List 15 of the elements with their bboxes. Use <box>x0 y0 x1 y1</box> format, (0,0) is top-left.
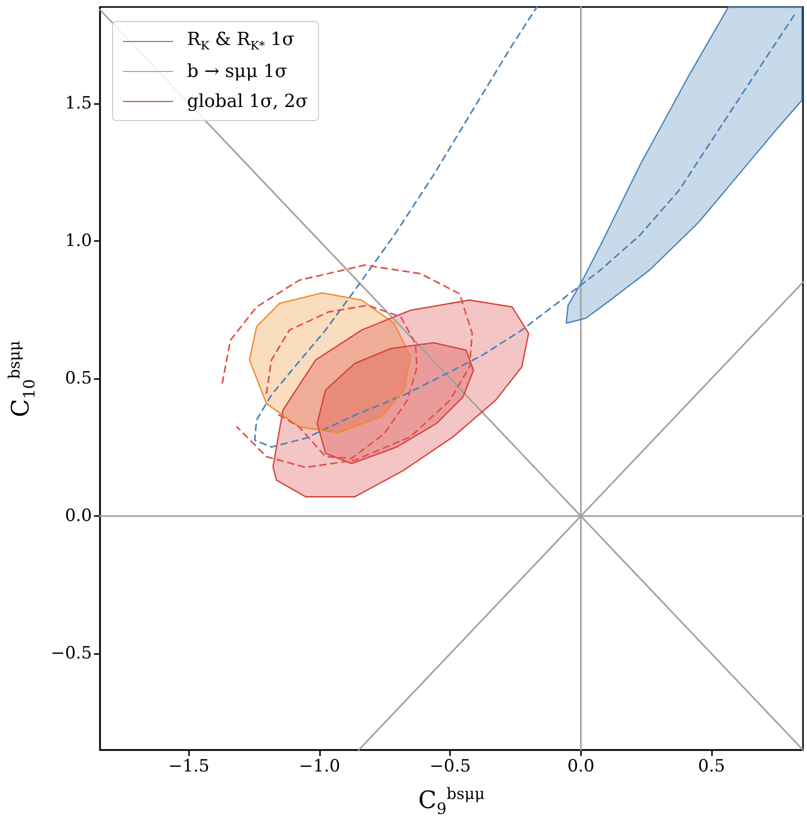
x-tick-label: −0.5 <box>430 756 471 776</box>
x-tick-label: −1.0 <box>298 756 340 776</box>
y-tick-label: 0.5 <box>64 368 92 388</box>
line-series <box>266 304 418 460</box>
y-tick-label: −0.5 <box>50 644 92 664</box>
x-tick-label: −1.5 <box>168 756 210 776</box>
x-tick-label: 0.5 <box>698 756 726 776</box>
y-tick-label: 1.5 <box>64 93 92 114</box>
legend-label: global 1σ, 2σ <box>187 90 308 112</box>
y-tick-label: 1.0 <box>64 230 92 251</box>
legend-label: R$_{K}$ & R$_{K*}$ 1σ <box>187 29 294 53</box>
x-tick-label: 0.0 <box>567 756 594 776</box>
legend-label: b → sμμ 1σ <box>187 60 288 82</box>
y-tick-label: 0.0 <box>64 506 92 526</box>
line-series <box>222 264 473 468</box>
